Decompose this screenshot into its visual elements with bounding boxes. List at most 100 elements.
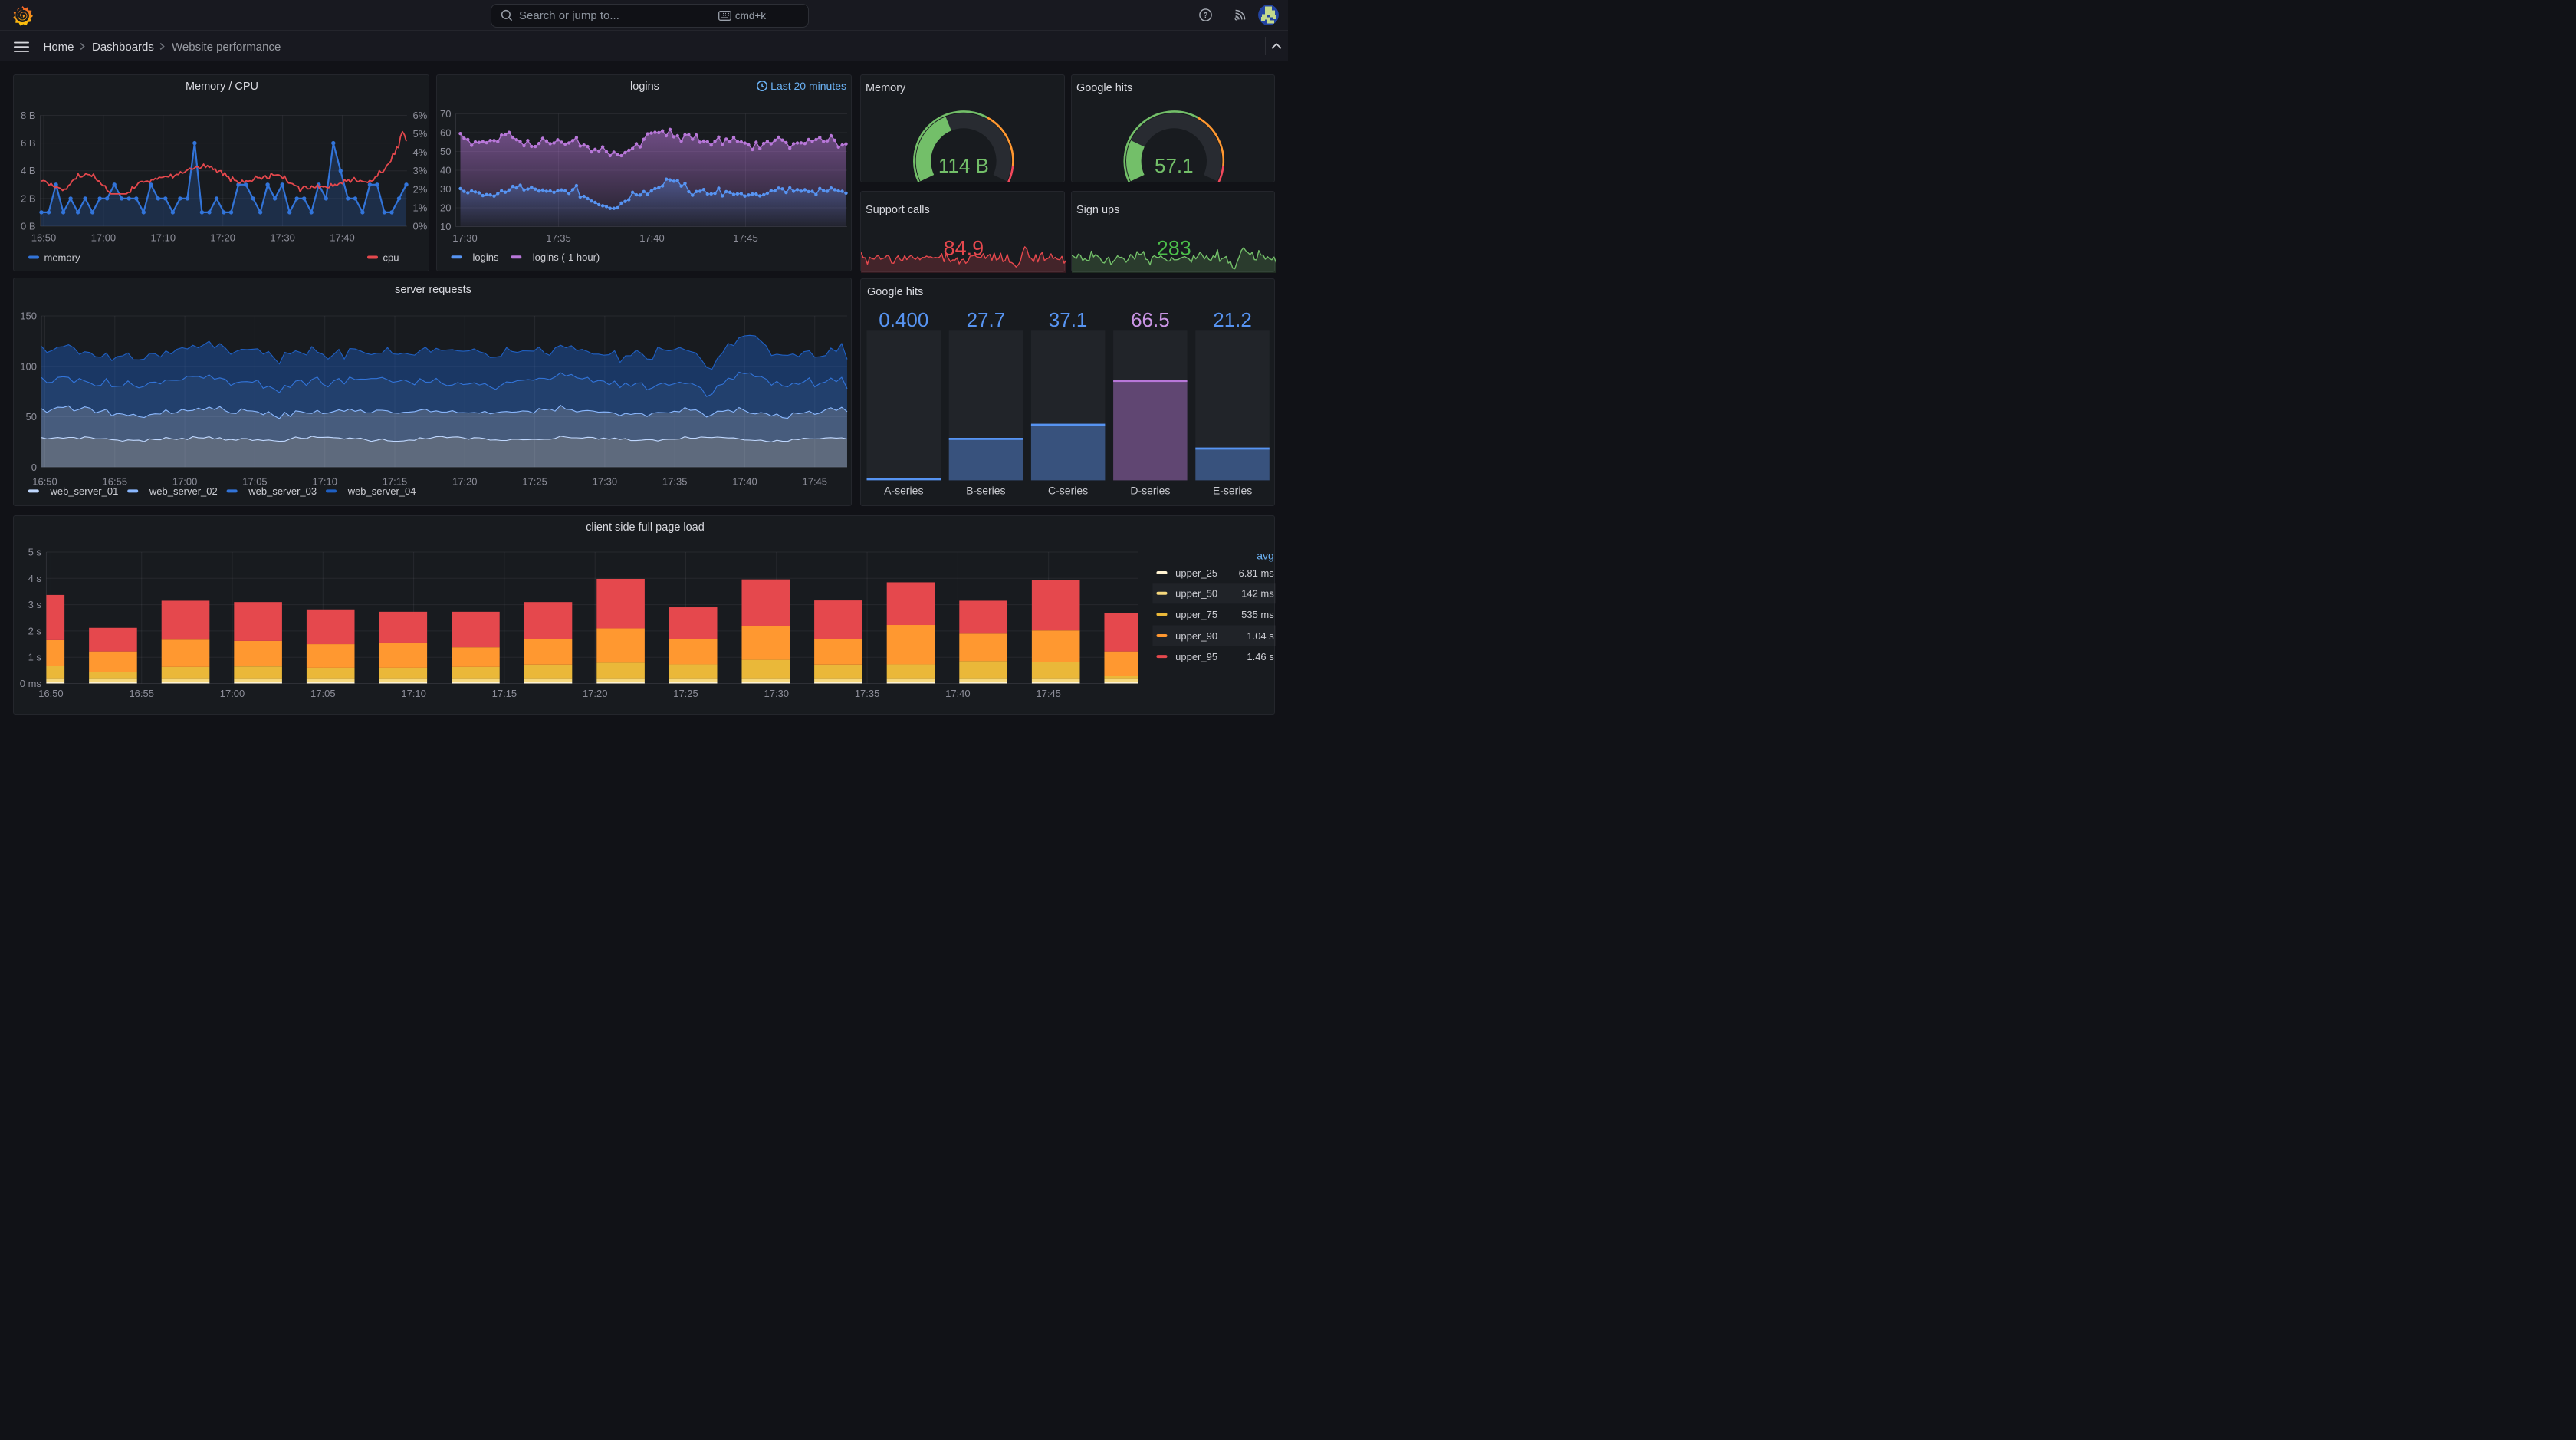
svg-text:5 s: 5 s xyxy=(28,546,41,557)
svg-text:Google hits: Google hits xyxy=(867,286,923,298)
svg-text:web_server_02: web_server_02 xyxy=(148,485,217,497)
svg-text:17:45: 17:45 xyxy=(1036,687,1061,699)
svg-text:17:00: 17:00 xyxy=(90,232,116,243)
svg-text:17:10: 17:10 xyxy=(312,475,337,487)
svg-text:8 B: 8 B xyxy=(20,110,35,121)
svg-text:100: 100 xyxy=(20,360,37,372)
svg-text:upper_90: upper_90 xyxy=(1175,630,1217,641)
svg-text:17:15: 17:15 xyxy=(491,687,516,699)
svg-text:16:50: 16:50 xyxy=(32,475,57,487)
svg-text:D-series: D-series xyxy=(1130,485,1170,497)
svg-text:3 s: 3 s xyxy=(28,599,41,610)
svg-text:0%: 0% xyxy=(412,220,427,232)
svg-text:Support calls: Support calls xyxy=(866,204,930,216)
svg-text:84.9: 84.9 xyxy=(943,236,984,259)
svg-text:server requests: server requests xyxy=(395,284,472,296)
svg-text:A-series: A-series xyxy=(884,485,923,497)
svg-text:upper_95: upper_95 xyxy=(1175,650,1217,662)
svg-text:17:35: 17:35 xyxy=(662,475,687,487)
svg-text:Google hits: Google hits xyxy=(1076,82,1132,94)
svg-text:17:15: 17:15 xyxy=(382,475,407,487)
svg-text:17:40: 17:40 xyxy=(732,475,757,487)
svg-text:4 s: 4 s xyxy=(28,572,41,584)
svg-text:60: 60 xyxy=(440,127,451,138)
svg-text:17:30: 17:30 xyxy=(452,232,478,244)
svg-text:17:35: 17:35 xyxy=(546,232,571,244)
svg-text:150: 150 xyxy=(20,311,37,322)
svg-text:6%: 6% xyxy=(412,110,427,121)
svg-text:0 B: 0 B xyxy=(20,220,35,232)
svg-text:17:45: 17:45 xyxy=(733,232,758,244)
svg-text:535 ms: 535 ms xyxy=(1241,608,1274,620)
svg-text:1.46 s: 1.46 s xyxy=(1247,650,1274,662)
svg-text:web_server_04: web_server_04 xyxy=(347,485,416,497)
svg-text:283: 283 xyxy=(1157,236,1191,259)
svg-text:logins: logins xyxy=(472,252,498,263)
svg-text:1.04 s: 1.04 s xyxy=(1247,630,1274,641)
svg-text:40: 40 xyxy=(440,164,451,176)
svg-text:client side full page load: client side full page load xyxy=(586,521,705,533)
svg-text:E-series: E-series xyxy=(1213,485,1252,497)
svg-text:30: 30 xyxy=(440,183,451,195)
svg-text:1%: 1% xyxy=(412,202,427,213)
svg-text:17:20: 17:20 xyxy=(210,232,235,243)
svg-text:16:55: 16:55 xyxy=(102,475,127,487)
svg-text:C-series: C-series xyxy=(1048,485,1088,497)
svg-text:50: 50 xyxy=(25,411,36,422)
svg-text:0: 0 xyxy=(31,462,36,473)
svg-text:2 B: 2 B xyxy=(20,192,35,204)
svg-text:upper_50: upper_50 xyxy=(1175,587,1217,599)
svg-text:37.1: 37.1 xyxy=(1048,309,1087,332)
svg-text:17:00: 17:00 xyxy=(219,687,244,699)
svg-text:upper_25: upper_25 xyxy=(1175,567,1217,578)
svg-text:17:10: 17:10 xyxy=(401,687,426,699)
svg-text:57.1: 57.1 xyxy=(1155,154,1194,177)
svg-text:70: 70 xyxy=(440,108,451,120)
svg-text:memory: memory xyxy=(44,252,80,263)
svg-text:17:35: 17:35 xyxy=(854,687,879,699)
svg-text:17:30: 17:30 xyxy=(764,687,788,699)
svg-text:0.400: 0.400 xyxy=(879,309,928,332)
svg-text:6.81 ms: 6.81 ms xyxy=(1238,567,1274,578)
svg-text:50: 50 xyxy=(440,146,451,157)
svg-text:0 ms: 0 ms xyxy=(19,677,41,689)
svg-text:142 ms: 142 ms xyxy=(1241,587,1274,599)
svg-text:17:20: 17:20 xyxy=(582,687,607,699)
svg-text:Memory / CPU: Memory / CPU xyxy=(185,81,258,93)
svg-text:17:20: 17:20 xyxy=(452,475,477,487)
svg-text:17:00: 17:00 xyxy=(172,475,197,487)
svg-text:B-series: B-series xyxy=(966,485,1005,497)
svg-text:6 B: 6 B xyxy=(20,137,35,149)
svg-text:17:25: 17:25 xyxy=(673,687,698,699)
svg-text:logins (-1 hour): logins (-1 hour) xyxy=(532,252,599,263)
svg-text:17:40: 17:40 xyxy=(330,232,355,243)
svg-text:17:30: 17:30 xyxy=(592,475,617,487)
svg-text:3%: 3% xyxy=(412,165,427,176)
svg-text:16:55: 16:55 xyxy=(129,687,154,699)
svg-text:16:50: 16:50 xyxy=(38,687,64,699)
svg-text:1 s: 1 s xyxy=(28,651,41,662)
svg-text:upper_75: upper_75 xyxy=(1175,608,1217,620)
svg-text:Memory: Memory xyxy=(866,82,906,94)
svg-text:?: ? xyxy=(1203,12,1208,20)
svg-text:17:25: 17:25 xyxy=(522,475,547,487)
svg-text:web_server_01: web_server_01 xyxy=(49,485,118,497)
svg-text:17:05: 17:05 xyxy=(310,687,335,699)
svg-text:cpu: cpu xyxy=(383,252,399,263)
svg-text:20: 20 xyxy=(440,202,451,213)
svg-text:4%: 4% xyxy=(412,146,427,158)
svg-text:Last 20 minutes: Last 20 minutes xyxy=(770,80,846,92)
svg-text:114 B: 114 B xyxy=(938,154,989,177)
svg-text:17:05: 17:05 xyxy=(242,475,268,487)
svg-text:10: 10 xyxy=(440,221,451,232)
svg-text:17:30: 17:30 xyxy=(270,232,295,243)
svg-text:66.5: 66.5 xyxy=(1131,309,1170,332)
svg-text:avg: avg xyxy=(1257,549,1274,561)
svg-text:17:45: 17:45 xyxy=(802,475,827,487)
svg-text:2%: 2% xyxy=(412,183,427,195)
svg-text:web_server_03: web_server_03 xyxy=(248,485,317,497)
svg-text:5%: 5% xyxy=(412,128,427,140)
svg-text:21.2: 21.2 xyxy=(1213,309,1252,332)
svg-text:4 B: 4 B xyxy=(20,165,35,176)
svg-text:Sign ups: Sign ups xyxy=(1076,204,1119,216)
